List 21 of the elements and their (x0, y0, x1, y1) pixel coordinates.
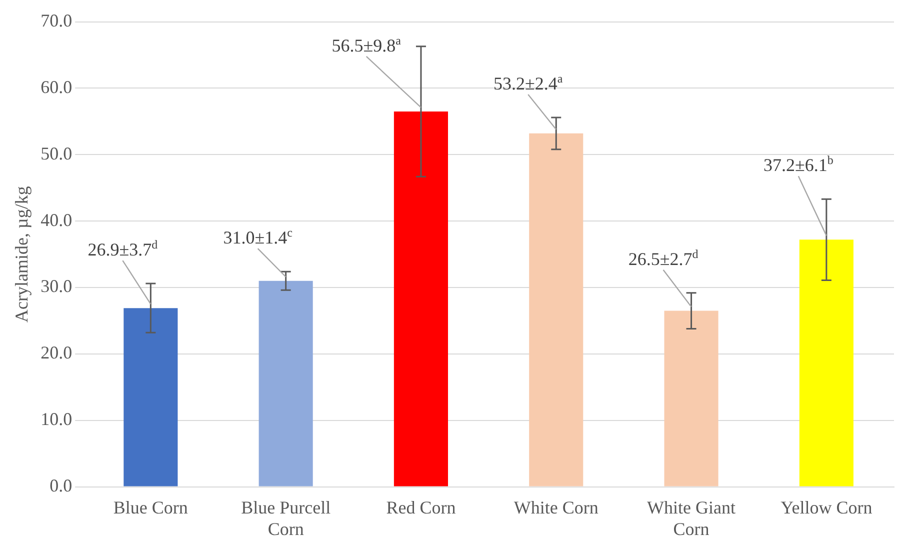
y-tick-label: 30.0 (40, 276, 72, 296)
bar (529, 133, 584, 486)
y-tick-label: 60.0 (40, 76, 72, 97)
x-tick-label: Blue Purcell Corn (241, 497, 331, 539)
y-tick-label: 70.0 (40, 10, 72, 31)
bar (258, 280, 313, 486)
y-axis-title: Acrylamide, µg/kg (12, 186, 32, 322)
x-tick-label: White Giant Corn (647, 497, 736, 539)
x-tick-label: White Corn (514, 497, 598, 518)
y-tick-label: 50.0 (40, 143, 72, 164)
bar (394, 111, 448, 486)
x-tick-label: Red Corn (386, 497, 456, 518)
x-tick-label: Yellow Corn (780, 497, 872, 518)
y-tick-label: 20.0 (40, 342, 72, 363)
x-tick-label: Blue Corn (113, 497, 188, 518)
y-tick-label: 40.0 (40, 210, 72, 230)
bar (799, 240, 854, 486)
y-tick-label: 10.0 (40, 409, 72, 430)
bar (124, 308, 178, 486)
y-tick-label: 0.0 (50, 476, 72, 496)
bar (664, 310, 718, 486)
